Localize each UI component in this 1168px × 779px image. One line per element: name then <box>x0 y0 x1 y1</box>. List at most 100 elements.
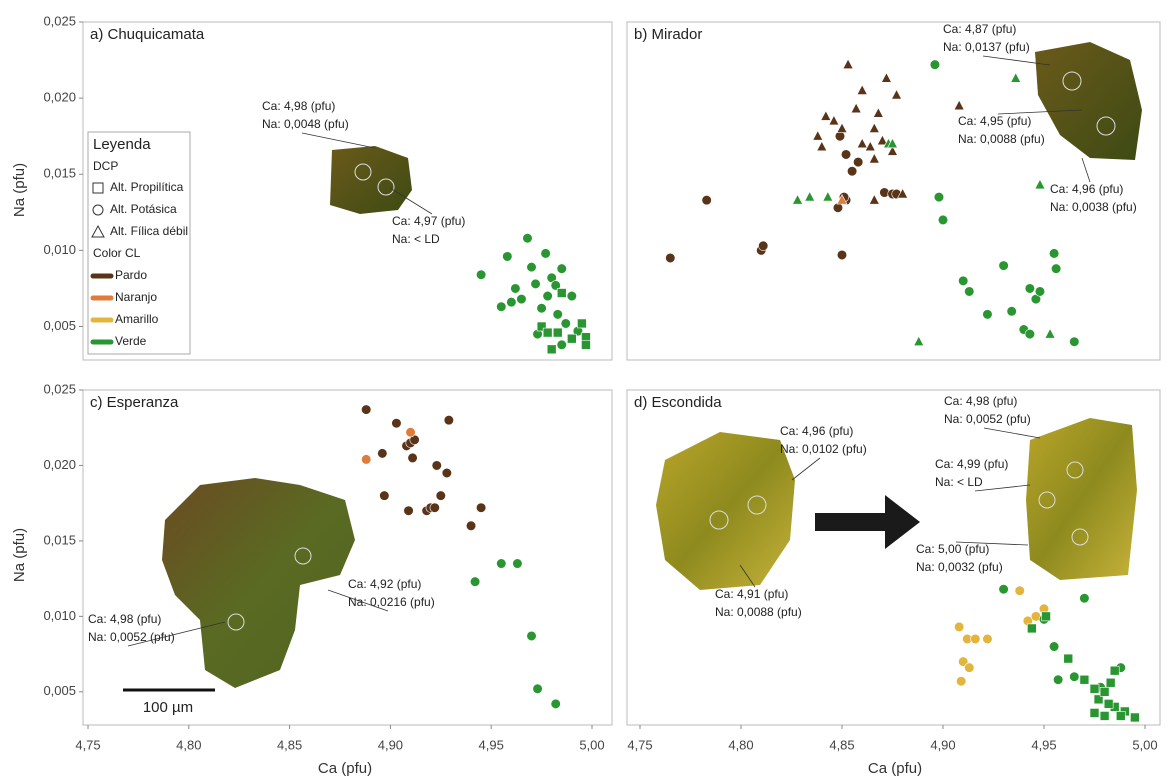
data-point <box>812 130 824 141</box>
data-point <box>496 558 507 569</box>
y-tick-label: 0,025 <box>43 13 76 28</box>
panel-title: a) Chuquicamata <box>90 26 205 43</box>
data-point <box>566 290 577 302</box>
data-point <box>864 140 876 152</box>
data-point <box>964 662 975 673</box>
data-point <box>502 251 513 262</box>
data-point <box>1103 699 1114 709</box>
x-tick-label: 4,90 <box>378 737 403 752</box>
x-tick-label: 4,95 <box>1031 737 1056 752</box>
x-tick-label: 5,00 <box>1132 737 1157 752</box>
data-point <box>792 193 804 205</box>
x-tick-label: 4,95 <box>479 737 504 752</box>
y-tick-label: 0,010 <box>43 242 76 257</box>
annotation: Na: 0,0048 (pfu) <box>262 117 349 131</box>
data-point <box>1099 687 1110 697</box>
data-point <box>1099 711 1110 721</box>
annotation-arrow <box>791 457 821 481</box>
data-point <box>516 293 527 305</box>
legend-title: Leyenda <box>93 136 151 153</box>
data-point <box>532 683 543 694</box>
data-point <box>880 72 892 83</box>
data-point <box>443 415 454 426</box>
data-point <box>933 191 945 203</box>
spot <box>1066 461 1084 479</box>
x-tick-label: 4,80 <box>176 737 201 752</box>
arrow <box>815 495 920 549</box>
legend-box <box>87 131 191 355</box>
data-point <box>556 263 567 274</box>
y-tick-label: 0,005 <box>43 683 76 698</box>
mineral-image <box>1026 418 1137 580</box>
data-point <box>512 558 523 569</box>
legend-label: Alt. Propilítica <box>110 180 184 194</box>
annotation: Ca: 4,99 (pfu) <box>935 457 1008 471</box>
data-point <box>758 240 769 251</box>
legend-subtitle: DCP <box>93 159 118 173</box>
data-point <box>530 278 541 289</box>
data-point <box>540 248 551 259</box>
legend-label: Alt. Fílica débil <box>110 224 188 238</box>
data-point <box>982 309 993 320</box>
data-point <box>1027 623 1037 634</box>
data-point <box>887 137 898 149</box>
annotation: Ca: 4,98 (pfu) <box>944 394 1017 408</box>
data-point <box>970 633 981 645</box>
annotation: Ca: 4,92 (pfu) <box>348 577 421 591</box>
annotation-arrow <box>974 484 1031 492</box>
legend-marker <box>92 204 104 216</box>
annotation: Ca: 4,98 (pfu) <box>88 612 161 626</box>
data-point <box>550 280 561 291</box>
data-point <box>361 454 372 465</box>
y-axis-label: Na (pfu) <box>11 163 28 217</box>
data-point <box>1089 708 1100 718</box>
data-point <box>937 214 949 226</box>
data-point <box>1041 611 1051 622</box>
data-point <box>1044 327 1056 339</box>
annotation-arrow <box>327 589 389 612</box>
mineral-image <box>162 478 355 688</box>
annotation: Ca: 5,00 (pfu) <box>916 542 989 556</box>
annotation-arrow <box>127 621 226 647</box>
panel-title: d) Escondida <box>634 394 722 411</box>
data-point <box>804 190 816 202</box>
legend-label: Naranjo <box>115 290 157 304</box>
data-point <box>377 448 388 459</box>
data-point <box>379 490 390 501</box>
legend-label: Amarillo <box>115 312 159 326</box>
spot <box>1096 116 1116 136</box>
annotation: Na: 0,0137 (pfu) <box>943 40 1030 54</box>
data-point <box>577 318 587 329</box>
annotation: Na: 0,0088 (pfu) <box>958 132 1045 146</box>
data-point <box>506 297 517 308</box>
spot <box>377 178 395 196</box>
data-point <box>1109 665 1120 676</box>
x-axis-label: Ca (pfu) <box>318 760 372 777</box>
data-point <box>465 520 477 531</box>
data-point <box>897 187 909 199</box>
data-point <box>954 621 965 633</box>
data-point <box>1010 72 1022 83</box>
data-point <box>441 467 452 479</box>
spot <box>354 163 372 181</box>
data-point <box>836 193 848 205</box>
data-point <box>868 122 880 133</box>
data-point <box>1079 674 1090 685</box>
annotation-arrow <box>739 564 756 588</box>
data-point <box>560 318 571 329</box>
data-point <box>836 122 848 133</box>
x-tick-label: 4,80 <box>728 737 753 752</box>
data-point <box>536 303 547 314</box>
data-point <box>998 584 1009 595</box>
panel-frame <box>82 21 613 361</box>
annotation: Ca: 4,91 (pfu) <box>715 587 788 601</box>
annotation-arrow <box>997 109 1083 115</box>
annotation: Na: 0,0088 (pfu) <box>715 605 802 619</box>
data-point <box>552 327 563 338</box>
panel-frame <box>626 389 1161 726</box>
x-tick-label: 4,75 <box>627 737 652 752</box>
data-point <box>840 149 852 160</box>
spot <box>294 547 312 565</box>
x-tick-label: 4,90 <box>930 737 955 752</box>
data-point <box>1014 585 1025 596</box>
